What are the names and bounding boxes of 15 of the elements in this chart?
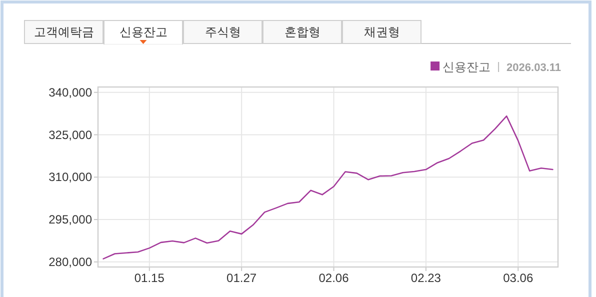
y-tick-label: 295,000 (48, 212, 92, 227)
y-tick-label: 325,000 (48, 128, 92, 142)
tabs: 고객예탁금 신용잔고 주식형 혼합형 채권형 (24, 20, 572, 44)
y-tick-label: 280,000 (48, 254, 92, 269)
x-tick-label: 02.06 (318, 271, 350, 285)
x-tick-label: 01.15 (134, 271, 165, 285)
x-tick-label: 01.27 (226, 271, 257, 285)
x-tick-label: 02.23 (410, 271, 442, 285)
y-tick-label: 310,000 (48, 170, 92, 184)
legend: 신용잔고 (430, 60, 491, 74)
legend-label: 신용잔고 (442, 60, 491, 74)
line-series (102, 115, 554, 260)
chart-subtitle: 2026.03.11 (506, 62, 561, 74)
y-tick-label: 340,000 (48, 85, 92, 100)
x-tick-label: 03.06 (503, 271, 534, 285)
